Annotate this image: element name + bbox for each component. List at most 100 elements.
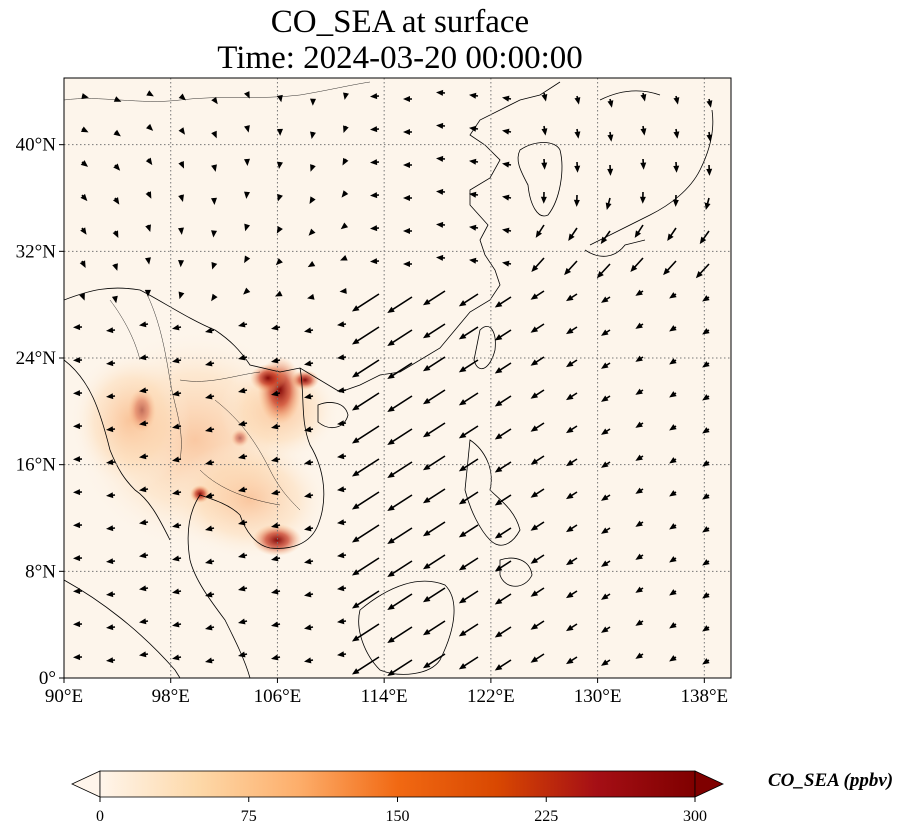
wind-arrow bbox=[535, 224, 545, 238]
wind-arrow bbox=[605, 197, 612, 210]
latitude-axis: 0° 8°N 16°N 24°N 32°N 40°N bbox=[16, 135, 64, 689]
wind-arrow bbox=[304, 657, 314, 664]
wind-arrow bbox=[271, 390, 281, 397]
wind-arrow bbox=[178, 160, 185, 169]
wind-arrow bbox=[275, 258, 283, 266]
wind-arrow bbox=[494, 461, 512, 473]
lon-tick-label: 98°E bbox=[152, 686, 190, 707]
wind-arrow bbox=[387, 593, 413, 611]
wind-arrow bbox=[387, 494, 413, 512]
wind-arrow bbox=[635, 322, 644, 329]
wind-arrow bbox=[635, 289, 644, 296]
wind-arrow bbox=[607, 98, 614, 108]
wind-arrow bbox=[502, 128, 512, 135]
wind-arrow bbox=[530, 620, 545, 630]
wind-arrow bbox=[600, 296, 611, 303]
wind-arrow bbox=[387, 296, 413, 314]
wind-arrow bbox=[113, 163, 121, 171]
wind-arrow bbox=[494, 395, 512, 407]
wind-arrow bbox=[111, 295, 118, 304]
colorbar-extend-high bbox=[694, 770, 724, 798]
wind-arrow bbox=[702, 526, 710, 533]
wind-arrow bbox=[172, 588, 182, 595]
wind-arrow bbox=[271, 456, 281, 463]
wind-arrow bbox=[337, 486, 347, 493]
wind-arrow bbox=[541, 125, 548, 136]
wind-arrow bbox=[106, 591, 116, 598]
colorbar-ticks: 0 75 150 225 300 bbox=[96, 797, 707, 825]
wind-arrow bbox=[172, 324, 182, 331]
wind-arrow bbox=[566, 458, 578, 467]
wind-arrow bbox=[566, 293, 578, 302]
wind-arrow bbox=[244, 223, 251, 232]
colorbar-label: CO_SEA (ppbv) bbox=[768, 770, 894, 791]
colorbar-tick-label: 225 bbox=[534, 808, 558, 825]
wind-arrow bbox=[351, 425, 380, 444]
wind-arrow bbox=[494, 659, 512, 671]
wind-arrow bbox=[403, 261, 413, 268]
wind-arrow bbox=[238, 585, 248, 592]
wind-arrow bbox=[244, 125, 250, 133]
wind-arrow bbox=[337, 585, 347, 592]
wind-arrow bbox=[669, 325, 677, 332]
wind-arrow bbox=[146, 90, 154, 97]
wind-arrow bbox=[702, 427, 710, 434]
wind-arrow bbox=[337, 552, 347, 559]
wind-arrow bbox=[146, 123, 154, 131]
wind-arrow bbox=[458, 590, 479, 604]
wind-arrow bbox=[568, 227, 578, 241]
wind-arrow bbox=[304, 459, 314, 466]
wind-arrow bbox=[635, 520, 644, 527]
wind-arrow bbox=[307, 260, 316, 268]
wind-arrow bbox=[172, 489, 182, 496]
wind-arrow bbox=[702, 658, 710, 665]
wind-arrow bbox=[310, 131, 316, 139]
wind-arrow bbox=[458, 359, 479, 373]
wind-arrow bbox=[436, 89, 446, 96]
country-borders bbox=[64, 81, 371, 511]
wind-arrow bbox=[458, 293, 479, 307]
wind-arrow bbox=[178, 291, 185, 300]
wind-arrow bbox=[502, 260, 512, 267]
wind-arrow bbox=[387, 560, 413, 578]
wind-arrow bbox=[271, 522, 281, 529]
wind-arrow bbox=[702, 592, 710, 599]
wind-arrow bbox=[702, 394, 710, 401]
wind-arrow bbox=[205, 624, 215, 631]
wind-arrow bbox=[640, 92, 647, 102]
wind-arrow bbox=[139, 387, 149, 394]
wind-arrow bbox=[669, 655, 677, 662]
wind-arrow bbox=[635, 388, 644, 395]
wind-arrow bbox=[702, 493, 710, 500]
wind-arrow bbox=[403, 129, 413, 136]
wind-arrow bbox=[205, 360, 215, 367]
wind-arrow bbox=[73, 555, 83, 562]
wind-arrow bbox=[304, 393, 314, 400]
wind-arrow bbox=[145, 257, 151, 265]
wind-arrow bbox=[530, 356, 545, 366]
wind-arrow bbox=[139, 486, 149, 493]
wind-arrow bbox=[271, 588, 281, 595]
wind-arrow bbox=[309, 196, 316, 204]
wind-arrow bbox=[271, 423, 281, 430]
wind-arrow bbox=[494, 362, 512, 374]
map-frame bbox=[63, 77, 732, 679]
wind-arrow bbox=[458, 326, 479, 340]
wind-arrow bbox=[669, 523, 677, 530]
wind-arrow bbox=[205, 492, 215, 499]
wind-arrow bbox=[243, 91, 250, 99]
wind-arrow bbox=[669, 292, 677, 299]
wind-arrow bbox=[310, 164, 316, 172]
wind-arrow bbox=[277, 161, 283, 169]
wind-arrow bbox=[600, 494, 611, 501]
wind-arrow bbox=[403, 162, 413, 169]
wind-arrow bbox=[172, 654, 182, 661]
wind-arrow bbox=[370, 159, 380, 166]
wind-arrow bbox=[304, 558, 314, 565]
wind-arrow bbox=[458, 656, 479, 670]
wind-arrow bbox=[635, 652, 644, 659]
wind-arrow bbox=[607, 164, 614, 176]
colorbar-gradient bbox=[99, 770, 696, 798]
wind-arrow bbox=[566, 359, 578, 368]
colorbar-tick-label: 0 bbox=[96, 808, 104, 825]
